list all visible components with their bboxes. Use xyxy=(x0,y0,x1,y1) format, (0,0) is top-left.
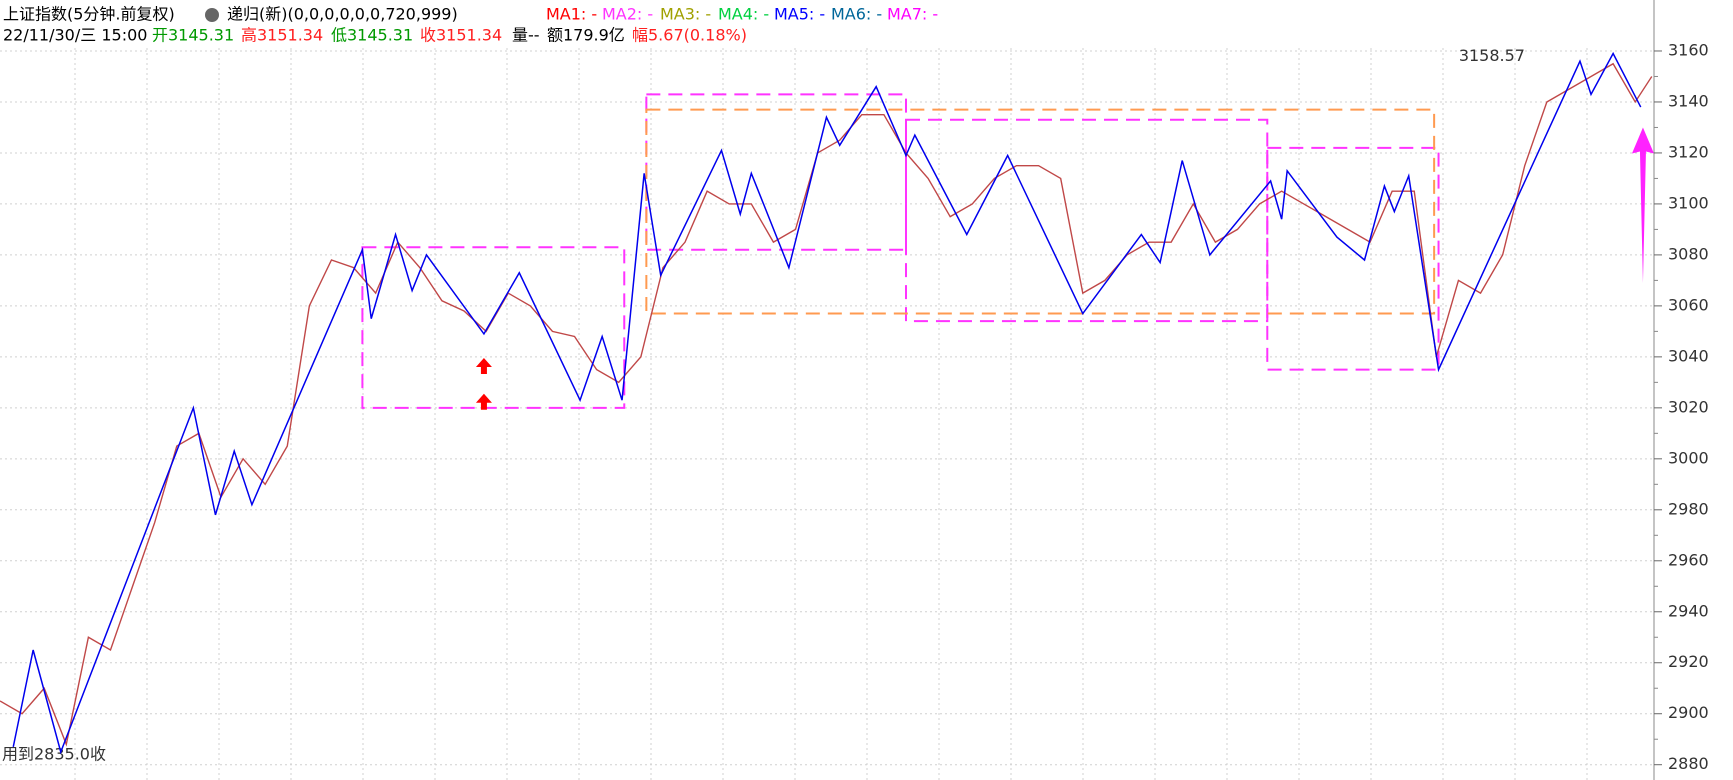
quote-item: 额179.9亿 xyxy=(547,26,625,45)
zigzag-line xyxy=(12,51,1642,755)
quote-item: 收3151.34 xyxy=(420,26,502,45)
range-box xyxy=(645,108,1436,315)
signal-arrow xyxy=(475,393,492,410)
y-tick-label: 3160 xyxy=(1668,40,1709,59)
legend-entry: MA6: - xyxy=(831,5,882,24)
y-tick-label: 3100 xyxy=(1668,193,1709,212)
quote-item: 开3145.31 xyxy=(152,26,234,45)
y-tick-label: 2960 xyxy=(1668,550,1709,569)
quote-item: 幅5.67(0.18%) xyxy=(632,26,747,45)
y-tick-label: 3020 xyxy=(1668,397,1709,416)
y-tick-label: 2940 xyxy=(1668,601,1709,620)
big-arrow xyxy=(1631,127,1654,283)
range-box xyxy=(361,246,626,409)
legend-entry: MA5: - xyxy=(774,5,825,24)
price-line xyxy=(0,62,1653,747)
chart-title: 上证指数(5分钟.前复权) xyxy=(3,5,175,24)
range-box xyxy=(904,118,1269,323)
quote-item: 量-- xyxy=(512,26,540,45)
high-label: 3158.57 xyxy=(1459,46,1525,65)
y-tick-label: 3120 xyxy=(1668,142,1709,161)
indicator: 递归(新)(0,0,0,0,0,0,720,999) xyxy=(227,5,458,24)
legend-entry: MA3: - xyxy=(660,5,711,24)
footer-text: 用到2835.0收 xyxy=(2,745,106,764)
legend-entry: MA4: - xyxy=(718,5,769,24)
y-tick-label: 2880 xyxy=(1668,754,1709,773)
y-tick-label: 3000 xyxy=(1668,448,1709,467)
quote-item: 22/11/30/三 15:00 xyxy=(3,26,147,45)
y-tick-label: 3080 xyxy=(1668,244,1709,263)
indicator-icon xyxy=(205,8,219,22)
legend-entry: MA2: - xyxy=(602,5,653,24)
y-tick-label: 3040 xyxy=(1668,346,1709,365)
y-tick-label: 2980 xyxy=(1668,499,1709,518)
legend-entry: MA1: - xyxy=(546,5,597,24)
legend-entry: MA7: - xyxy=(887,5,938,24)
quote-item: 高3151.34 xyxy=(241,26,323,45)
y-tick-label: 3060 xyxy=(1668,295,1709,314)
y-tick-label: 2900 xyxy=(1668,703,1709,722)
y-tick-label: 2920 xyxy=(1668,652,1709,671)
signal-arrow xyxy=(475,358,492,375)
quote-item: 低3145.31 xyxy=(331,26,413,45)
y-tick-label: 3140 xyxy=(1668,91,1709,110)
